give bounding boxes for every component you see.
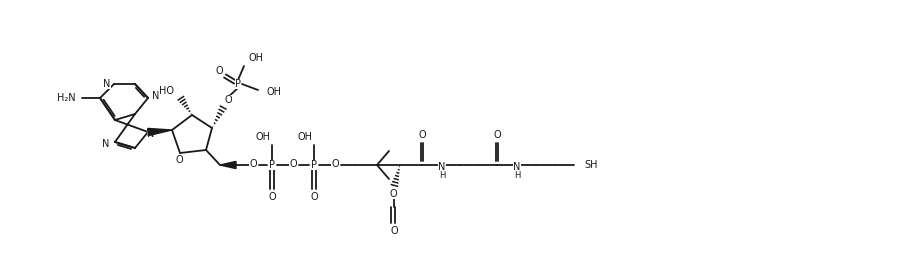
Text: SH: SH	[584, 160, 598, 170]
Text: H₂N: H₂N	[58, 93, 76, 103]
Text: P: P	[269, 160, 275, 170]
Text: O: O	[289, 159, 297, 169]
Text: O: O	[215, 66, 223, 76]
Text: N: N	[513, 162, 521, 172]
Text: H: H	[439, 170, 446, 180]
Text: O: O	[331, 159, 338, 169]
Text: O: O	[268, 192, 275, 202]
Text: N: N	[152, 91, 159, 101]
Text: OH: OH	[255, 132, 270, 142]
Polygon shape	[148, 129, 172, 136]
Text: O: O	[418, 130, 426, 140]
Text: O: O	[389, 189, 397, 199]
Text: O: O	[391, 226, 398, 236]
Text: OH: OH	[297, 132, 312, 142]
Text: O: O	[224, 95, 232, 105]
Text: P: P	[311, 160, 317, 170]
Text: P: P	[235, 79, 241, 89]
Text: OH: OH	[266, 87, 281, 97]
Text: HO: HO	[159, 86, 174, 96]
Text: OH: OH	[248, 53, 263, 63]
Text: O: O	[493, 130, 500, 140]
Text: N: N	[148, 129, 155, 139]
Text: O: O	[249, 159, 256, 169]
Polygon shape	[220, 161, 236, 168]
Text: O: O	[176, 155, 183, 165]
Text: N: N	[438, 162, 446, 172]
Text: H: H	[514, 170, 520, 180]
Text: O: O	[310, 192, 318, 202]
Text: N: N	[104, 79, 111, 89]
Text: N: N	[103, 139, 110, 149]
